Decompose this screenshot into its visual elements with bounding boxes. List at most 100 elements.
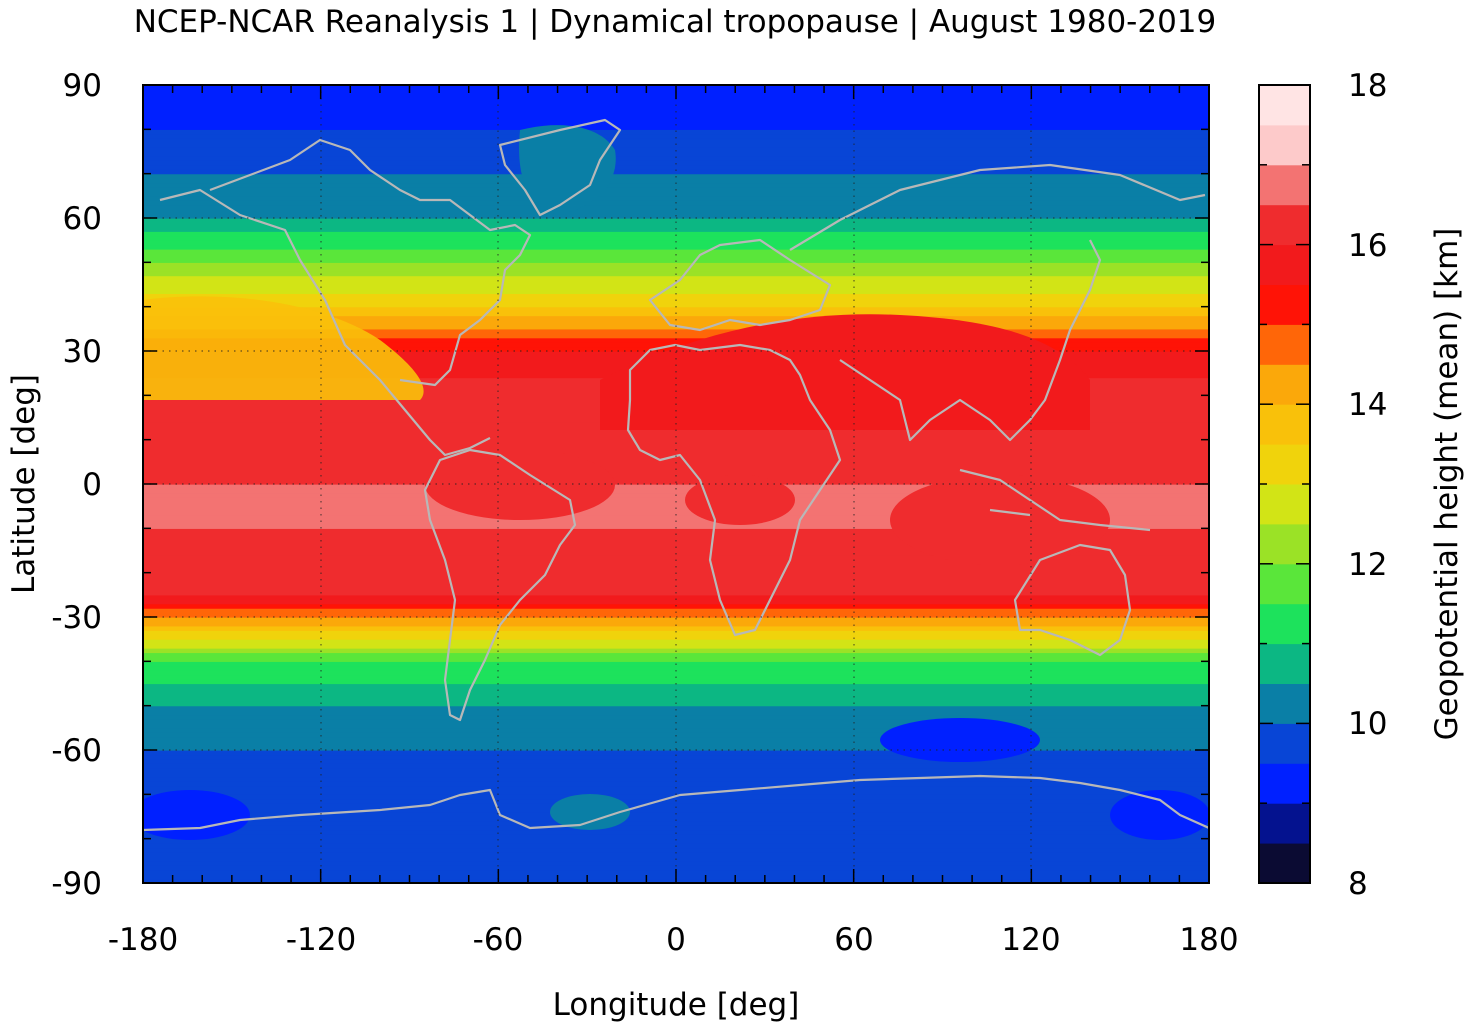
latitude-band xyxy=(143,328,1209,334)
colorbar-tick-label: 16 xyxy=(1348,228,1387,264)
latitude-band xyxy=(143,732,1209,738)
latitude-band xyxy=(143,523,1209,529)
latitude-band xyxy=(143,275,1209,281)
latitude-band xyxy=(143,834,1209,840)
latitude-band xyxy=(143,266,1209,272)
latitude-band xyxy=(143,262,1209,268)
y-tick-labels: 90 60 30 0 -30 -60 -90 xyxy=(51,68,102,902)
colorbar-segment xyxy=(1259,484,1310,525)
x-tick-labels: -180 -120 -60 0 60 120 180 xyxy=(108,922,1239,958)
latitude-band xyxy=(143,470,1209,476)
latitude-band xyxy=(143,816,1209,822)
latitude-band xyxy=(143,98,1209,104)
colorbar-segment xyxy=(1259,284,1310,325)
latitude-band xyxy=(143,488,1209,494)
colorbar-segment xyxy=(1259,603,1310,645)
latitude-band xyxy=(143,195,1209,201)
colorbar-tick-label: 18 xyxy=(1348,68,1387,104)
y-tick-label: -90 xyxy=(51,866,102,902)
warm-pool-amazon xyxy=(425,450,615,520)
latitude-band xyxy=(143,461,1209,467)
colorbar-segment xyxy=(1259,204,1310,246)
latitude-band xyxy=(143,710,1209,716)
colorbar xyxy=(1259,84,1310,884)
latitude-band xyxy=(143,333,1209,339)
latitude-band xyxy=(143,160,1209,166)
latitude-band xyxy=(143,253,1209,259)
colorbar-segment xyxy=(1259,523,1310,565)
latitude-band xyxy=(143,670,1209,676)
latitude-band xyxy=(143,240,1209,246)
y-tick-label: -60 xyxy=(51,733,102,769)
latitude-band xyxy=(143,169,1209,175)
latitude-band xyxy=(143,510,1209,516)
x-tick-label: 120 xyxy=(1001,922,1060,958)
latitude-band xyxy=(143,612,1209,618)
colorbar-segment xyxy=(1259,843,1310,884)
coastline-maritime xyxy=(959,468,1151,532)
latitude-band xyxy=(143,812,1209,818)
latitude-band xyxy=(143,630,1209,636)
latitude-band xyxy=(143,249,1209,255)
latitude-band xyxy=(143,621,1209,627)
y-axis-label: Latitude [deg] xyxy=(6,374,42,594)
latitude-band xyxy=(143,705,1209,711)
latitude-band xyxy=(143,457,1209,463)
y-tick-label: 30 xyxy=(63,334,102,370)
greenland-anomaly xyxy=(519,125,616,215)
colorbar-label: Geopotential height (mean) [km] xyxy=(1429,228,1465,741)
latitude-band xyxy=(143,107,1209,113)
latitude-band xyxy=(143,182,1209,188)
latitude-band xyxy=(143,501,1209,507)
colorbar-segment xyxy=(1259,85,1310,126)
latitude-band xyxy=(143,155,1209,161)
latitude-band xyxy=(143,683,1209,689)
x-tick-label: 60 xyxy=(834,922,873,958)
latitude-band xyxy=(143,288,1209,294)
latitude-band xyxy=(143,838,1209,844)
colorbar-tick-label: 12 xyxy=(1348,547,1387,583)
colorbar-tick-label: 8 xyxy=(1348,866,1368,902)
bellingshausen-anomaly xyxy=(1110,790,1209,840)
latitude-band xyxy=(143,634,1209,640)
latitude-band xyxy=(143,643,1209,649)
coastline-asia xyxy=(789,163,1206,442)
axis-ticks xyxy=(142,84,1210,884)
y-tick-label: -30 xyxy=(51,600,102,636)
colorbar-segment xyxy=(1259,444,1310,485)
coastline-australia xyxy=(1013,543,1132,657)
x-tick-label: 0 xyxy=(666,922,686,958)
coastline-greenland xyxy=(498,118,622,217)
y-tick-label: 60 xyxy=(63,201,102,237)
coastline-south-america xyxy=(423,448,577,722)
latitude-band xyxy=(143,652,1209,658)
colorbar-segment xyxy=(1259,164,1310,206)
latitude-band xyxy=(143,178,1209,184)
latitude-band xyxy=(143,448,1209,454)
x-tick-label: -120 xyxy=(286,922,356,958)
latitude-band xyxy=(143,741,1209,747)
latitude-band xyxy=(143,865,1209,871)
coastline-north-america xyxy=(159,138,532,457)
latitude-band xyxy=(143,608,1209,614)
latitude-band xyxy=(143,665,1209,671)
latitude-band xyxy=(143,218,1209,224)
latitude-band xyxy=(143,430,1209,436)
coastlines xyxy=(143,118,1209,832)
latitude-band xyxy=(143,302,1209,308)
latitude-band xyxy=(143,723,1209,729)
coastline-europe-africa xyxy=(626,238,842,637)
colorbar-segment xyxy=(1259,803,1310,844)
weddell-anomaly xyxy=(550,794,630,830)
latitude-band xyxy=(143,718,1209,724)
latitude-band xyxy=(143,599,1209,605)
chart-title: NCEP-NCAR Reanalysis 1 | Dynamical tropo… xyxy=(134,4,1217,40)
latitude-band xyxy=(143,541,1209,547)
latitude-band xyxy=(143,191,1209,197)
latitude-band xyxy=(143,851,1209,857)
x-tick-label: -60 xyxy=(473,922,524,958)
latitude-band xyxy=(143,820,1209,826)
latitude-band xyxy=(143,767,1209,773)
latitude-band xyxy=(143,807,1209,813)
grid xyxy=(143,85,1209,883)
